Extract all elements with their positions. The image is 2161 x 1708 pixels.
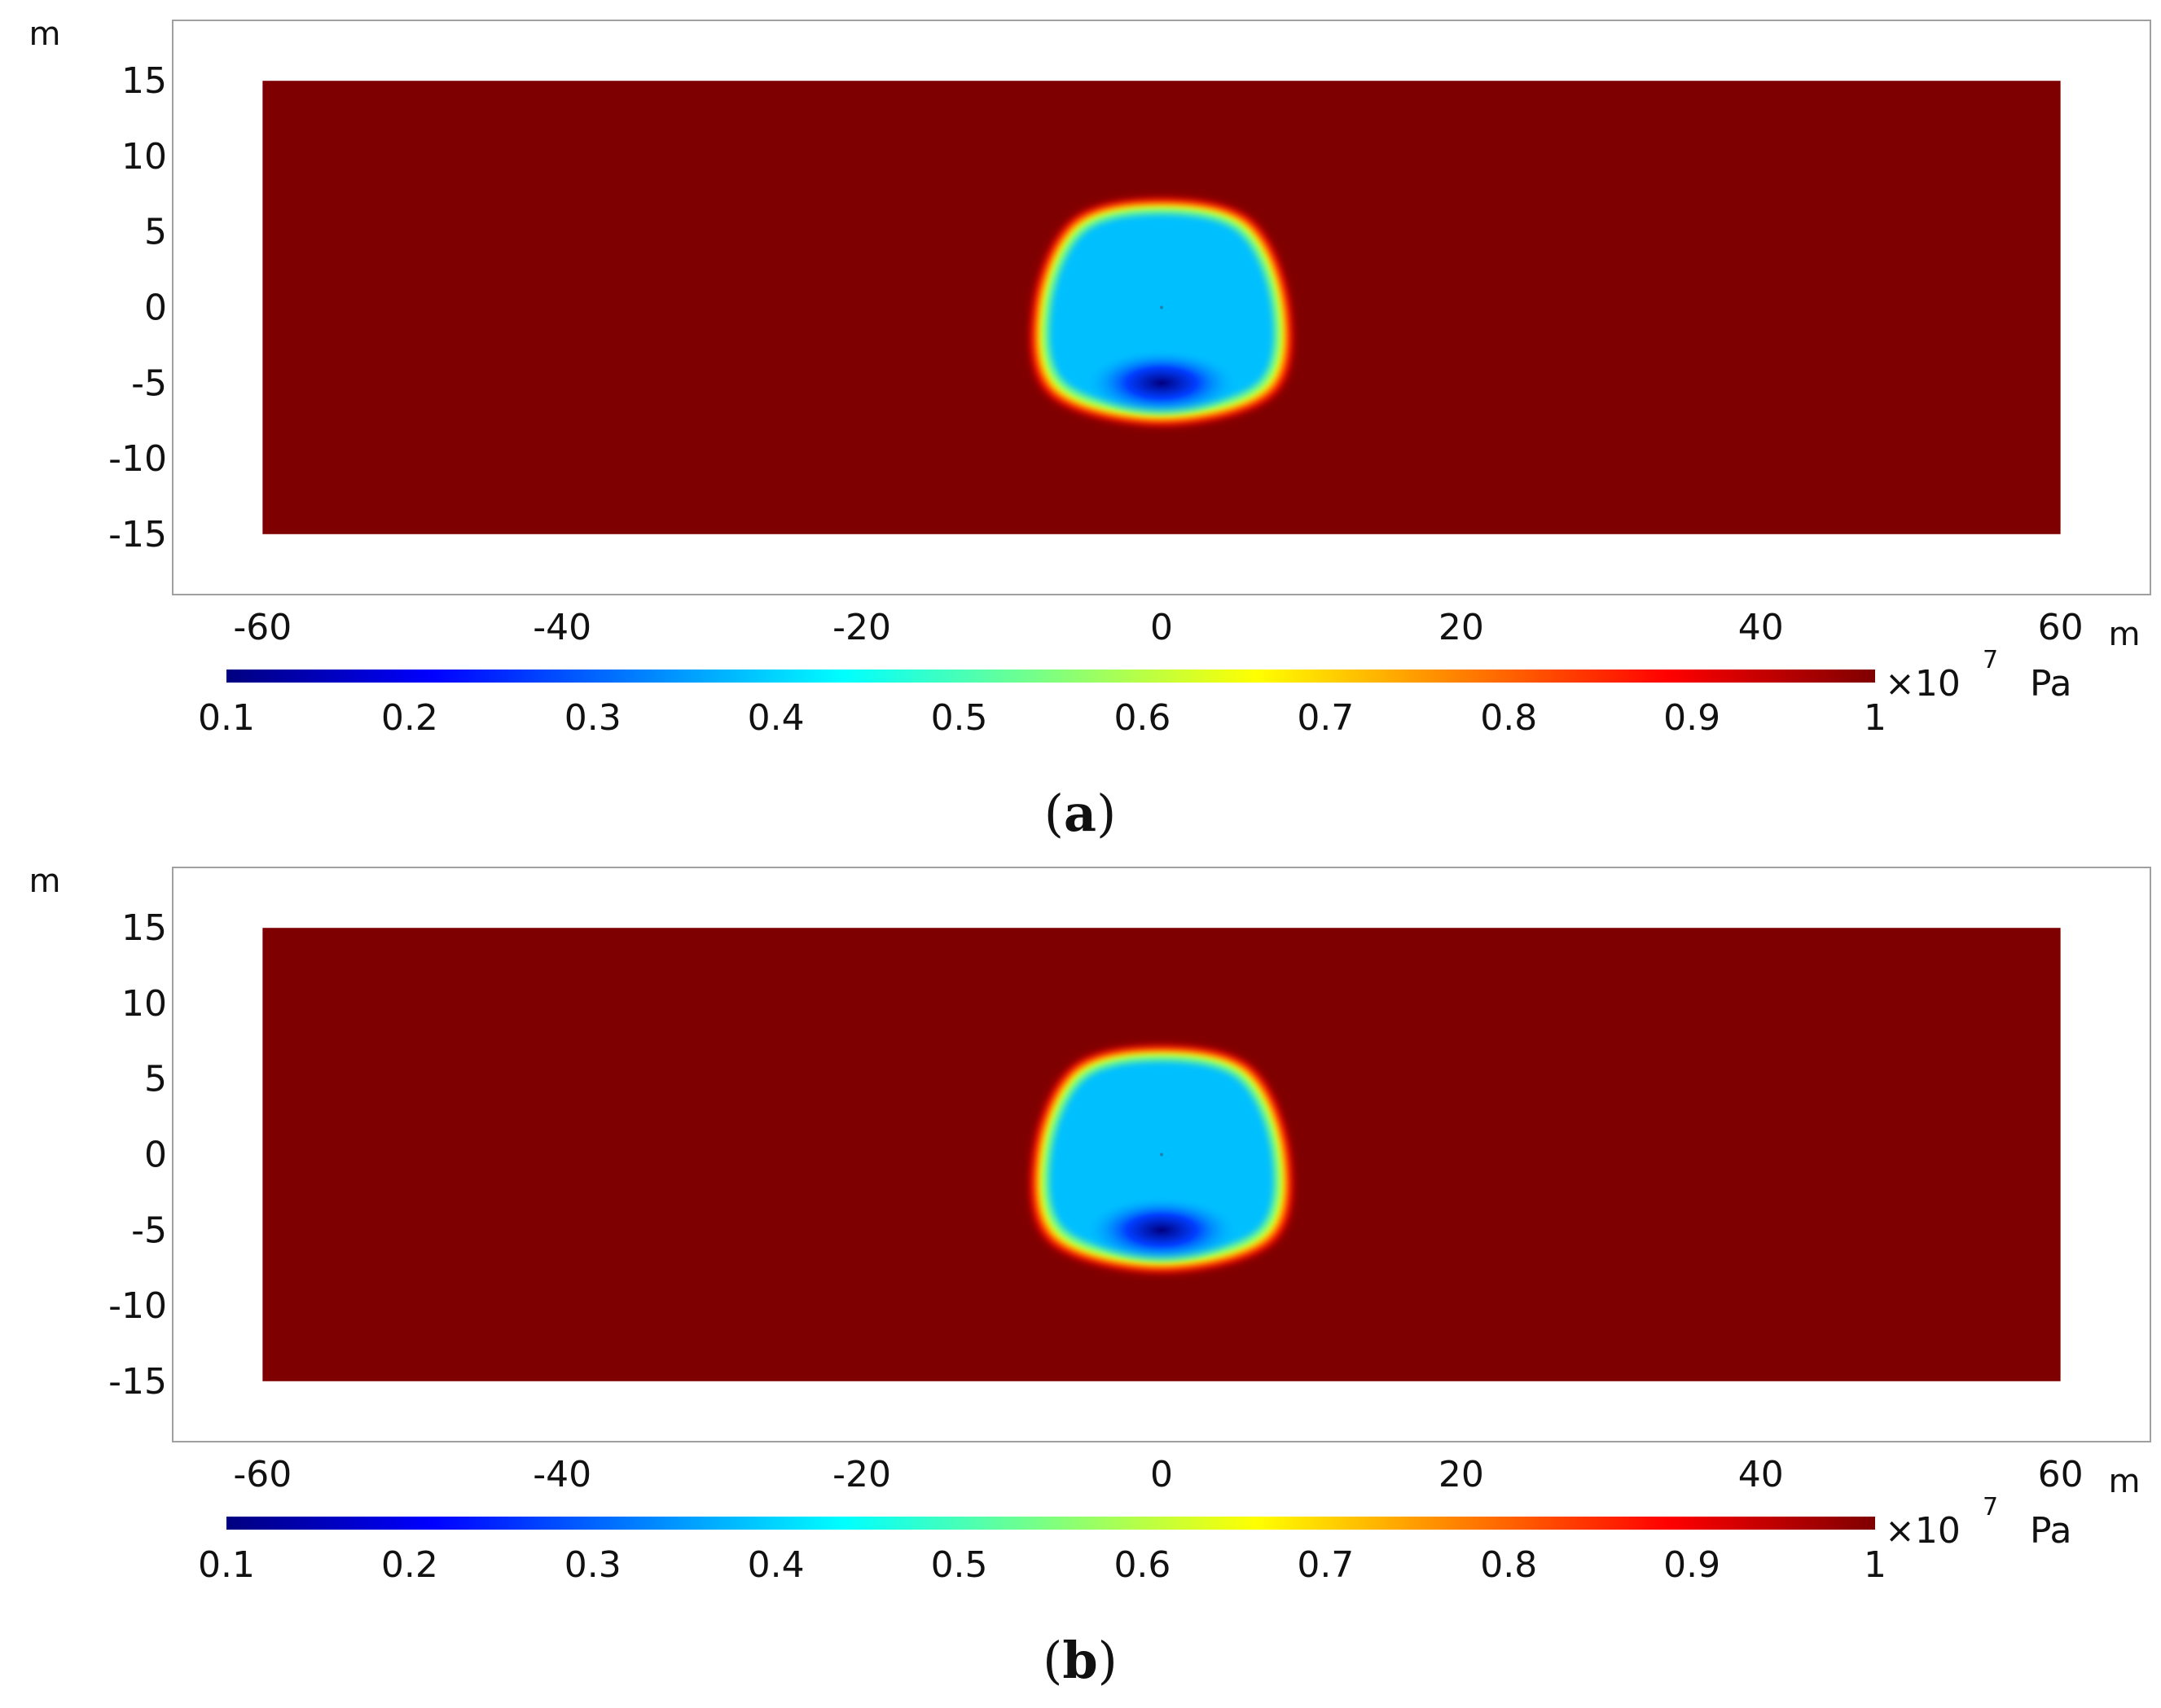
colorbar-tick-label: 0.9 [1663, 697, 1720, 739]
panel-label: (a) [1044, 784, 1117, 843]
y-tick-label: 10 [121, 983, 167, 1025]
colorbar-tick-label: 0.8 [1480, 1544, 1537, 1586]
x-tick-label: 0 [1150, 607, 1173, 648]
x-tick-label: 60 [2038, 1454, 2084, 1495]
colorbar [226, 1517, 1875, 1530]
x-tick-label: -60 [233, 1454, 292, 1495]
y-unit-label: m [29, 15, 61, 53]
panel-label: (b) [1043, 1631, 1118, 1690]
y-tick-label: -10 [108, 1285, 167, 1327]
colorbar-tick-label: 0.1 [198, 1544, 255, 1586]
source-point [1160, 305, 1163, 310]
x-tick-label: 60 [2038, 607, 2084, 648]
x-tick-label: 20 [1438, 1454, 1484, 1495]
colorbar [226, 670, 1875, 683]
colorbar-tick-label: 0.2 [381, 697, 438, 739]
colorbar-tick-label: 1 [1864, 697, 1886, 739]
colorbar-tick-label: 0.4 [748, 697, 805, 739]
colorbar-unit: Pa [2030, 663, 2072, 705]
x-tick-label: 20 [1438, 607, 1484, 648]
colorbar-tick-label: 1 [1864, 1544, 1886, 1586]
panel-a: 15 10 5 0 -5 -10 -15 m -60 -40 -20 0 20 40 60 m 0.1 0.2 0.… [29, 15, 2151, 843]
y-unit-label: m [29, 863, 61, 900]
colorbar-tick-label: 0.3 [564, 1544, 622, 1586]
colorbar-tick-label: 0.7 [1297, 1544, 1354, 1586]
colorbar-unit: Pa [2030, 1510, 2072, 1552]
colorbar-tick-label: 0.2 [381, 1544, 438, 1586]
y-tick-label: -5 [131, 1210, 167, 1251]
colorbar-tick-label: 0.5 [931, 697, 988, 739]
y-tick-label: 15 [121, 907, 167, 949]
y-tick-label: -5 [131, 362, 167, 404]
y-tick-label: -10 [108, 438, 167, 480]
colorbar-tick-label: 0.3 [564, 697, 622, 739]
x-tick-label: 40 [1738, 607, 1784, 648]
colorbar-tick-label: 0.6 [1113, 1544, 1171, 1586]
colorbar-multiplier: ×10 [1885, 1510, 1961, 1552]
colorbar-multiplier: ×10 [1885, 663, 1961, 705]
x-tick-label: -40 [533, 607, 591, 648]
panel-b: 15 10 5 0 -5 -10 -15 m -60 -40 -20 0 20 40 60 m 0.1 0.2 0.… [29, 863, 2151, 1690]
colorbar-tick-label: 0.1 [198, 697, 255, 739]
y-tick-label: 5 [144, 1059, 167, 1100]
x-tick-label: -40 [533, 1454, 591, 1495]
x-unit-label: m [2109, 616, 2141, 653]
colorbar-tick-label: 0.5 [931, 1544, 988, 1586]
y-tick-label: 10 [121, 136, 167, 178]
x-tick-label: -60 [233, 607, 292, 648]
colorbar-exponent: 7 [1983, 646, 1998, 674]
y-tick-label: 0 [144, 1135, 167, 1176]
x-unit-label: m [2109, 1463, 2141, 1500]
y-tick-label: 0 [144, 288, 167, 329]
pressure-minimum [1084, 1196, 1239, 1265]
y-tick-label: 15 [121, 60, 167, 102]
colorbar-tick-label: 0.9 [1663, 1544, 1720, 1586]
x-tick-label: 0 [1150, 1454, 1173, 1495]
colorbar-tick-label: 0.7 [1297, 697, 1354, 739]
x-tick-label: 40 [1738, 1454, 1784, 1495]
colorbar-tick-label: 0.8 [1480, 697, 1537, 739]
y-tick-label: -15 [108, 1361, 167, 1403]
colorbar-tick-label: 0.4 [748, 1544, 805, 1586]
colorbar-tick-label: 0.6 [1113, 697, 1171, 739]
y-tick-label: 5 [144, 212, 167, 253]
source-point [1160, 1153, 1163, 1157]
x-tick-label: -20 [832, 1454, 891, 1495]
y-tick-label: -15 [108, 514, 167, 555]
pressure-minimum [1084, 349, 1239, 418]
colorbar-exponent: 7 [1983, 1493, 1998, 1521]
x-tick-label: -20 [832, 607, 891, 648]
